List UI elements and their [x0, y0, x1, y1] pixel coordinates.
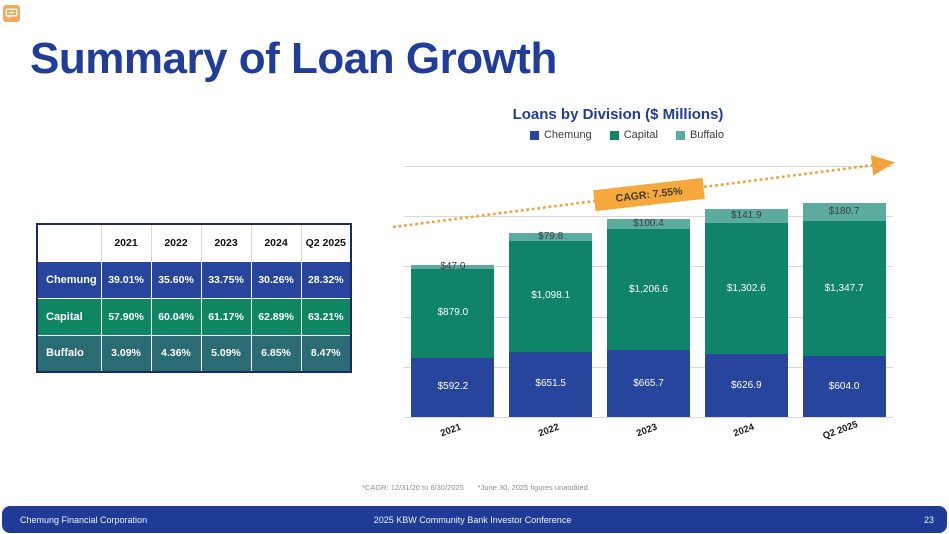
table-row-label: Buffalo	[36, 334, 102, 373]
loan-mix-table-header: 2021 2022 2023 2024 Q2 2025	[37, 224, 351, 261]
x-axis-label: 2023	[634, 421, 659, 440]
bar-segment-chemung	[704, 354, 788, 417]
bar-segment-chemung	[607, 350, 690, 417]
table-col-header: 2021	[100, 224, 151, 261]
footer-conference: 2025 KBW Community Bank Investor Confere…	[373, 514, 572, 525]
legend-item: Capital	[609, 129, 658, 141]
footer-page-number: 23	[923, 514, 934, 525]
footnote-unaudited: *June 30, 2025 figures unaudited	[477, 483, 588, 492]
footer-company: Chemung Financial Corporation	[20, 514, 148, 525]
table-row: Buffalo 3.09% 4.36% 5.09% 6.85% 8.47%	[36, 334, 352, 373]
table-cell: 33.75%	[200, 260, 252, 299]
bar-value-label: $1,206.6	[629, 283, 668, 295]
table-cell: 62.89%	[250, 297, 302, 336]
bar-value-label: $626.9	[731, 379, 762, 391]
loan-mix-table-body: Chemung 39.01% 35.60% 33.75% 30.26% 28.32% Cap…	[36, 260, 352, 373]
gridline	[404, 166, 893, 167]
table-col-header: Q2 2025	[300, 224, 351, 261]
legend-item: Buffalo	[675, 129, 724, 141]
bar-value-label: $1,098.1	[531, 290, 571, 302]
legend-label: Buffalo	[689, 129, 724, 141]
bar-value-label: $879.0	[437, 307, 469, 319]
table-cell: 39.01%	[100, 260, 152, 299]
cagr-label: CAGR: 7.55%	[614, 184, 684, 205]
table-col-header: 2024	[250, 224, 301, 261]
x-axis-label: 2022	[536, 421, 561, 440]
table-cell: 6.85%	[250, 334, 302, 373]
bar-value-label: $1,347.7	[824, 282, 864, 294]
table-cell: 63.21%	[300, 297, 352, 336]
bar-value-label: $651.5	[535, 378, 566, 390]
table-row: Chemung 39.01% 35.60% 33.75% 30.26% 28.32%	[36, 260, 352, 299]
table-cell: 57.90%	[100, 297, 152, 336]
footnote-cagr: *CAGR: 12/31/20 to 6/30/2025	[362, 483, 464, 492]
stacked-bar-plot: $592.2 $879.0 $47.0 2021 $651.5 $1,098.1 $79.8…	[404, 166, 893, 442]
bar-value-label: $100.4	[633, 217, 664, 229]
x-axis-label: 2021	[438, 421, 463, 440]
table-row-label: Capital	[36, 297, 102, 336]
bar-segment-buffalo	[509, 233, 593, 242]
bar-value-label: $47.0	[440, 260, 466, 272]
legend-swatch-icon	[609, 130, 619, 140]
table-cell: 60.04%	[150, 297, 202, 336]
footnote: *CAGR: 12/31/20 to 6/30/2025 *June 30, 20…	[362, 483, 588, 492]
bar-value-label: $592.2	[437, 381, 469, 393]
bar-segment-chemung	[509, 351, 593, 417]
x-axis-label: 2024	[732, 421, 756, 440]
bar-segment-capital	[607, 229, 690, 351]
bar-segment-capital	[704, 223, 788, 355]
legend-swatch-icon	[675, 130, 685, 140]
legend-swatch-icon	[529, 130, 539, 140]
bar-value-label: $180.7	[828, 205, 860, 217]
bar-segment-chemung	[411, 357, 495, 417]
comment-icon	[3, 5, 20, 22]
table-cell: 30.26%	[250, 260, 302, 299]
bar-segment-capital	[411, 269, 495, 358]
bar-segment-chemung	[802, 356, 886, 417]
table-cell: 3.09%	[100, 334, 152, 373]
table-cell: 35.60%	[150, 260, 202, 299]
table-col-header: 2022	[150, 224, 201, 261]
gridline	[404, 417, 893, 418]
bar-segment-capital	[802, 221, 886, 357]
x-axis-label: Q2 2025	[821, 419, 860, 442]
table-cell: 61.17%	[200, 297, 252, 336]
table-cell: 5.09%	[200, 334, 252, 373]
bar-value-label: $79.8	[538, 231, 564, 243]
chat-bubble-glyph	[5, 8, 18, 19]
legend-label: Capital	[623, 129, 658, 141]
chart-title: Loans by Division ($ Millions)	[512, 106, 724, 123]
chart-legend: Chemung Capital Buffalo	[398, 129, 856, 141]
legend-item: Chemung	[529, 129, 592, 141]
legend-label: Chemung	[543, 129, 592, 141]
bar-value-label: $604.0	[828, 380, 860, 392]
table-row: Capital 57.90% 60.04% 61.17% 62.89% 63.21%	[36, 297, 352, 336]
page-title: Summary of Loan Growth	[30, 34, 557, 83]
table-row-label: Chemung	[36, 260, 102, 299]
table-corner-cell	[37, 224, 101, 261]
table-cell: 8.47%	[300, 334, 352, 373]
table-cell: 4.36%	[150, 334, 202, 373]
table-col-header: 2023	[200, 224, 251, 261]
bar-segment-capital	[509, 241, 593, 352]
bar-value-label: $665.7	[633, 377, 664, 389]
bar-segment-buffalo	[411, 264, 495, 270]
footer-bar: Chemung Financial Corporation 2025 KBW C…	[2, 506, 947, 533]
bar-value-label: $1,302.6	[726, 282, 766, 294]
table-cell: 28.32%	[300, 260, 352, 299]
loan-mix-table: 2021 2022 2023 2024 Q2 2025 Chemung 39.01% 35.…	[36, 223, 352, 373]
bar-value-label: $141.9	[731, 210, 762, 222]
